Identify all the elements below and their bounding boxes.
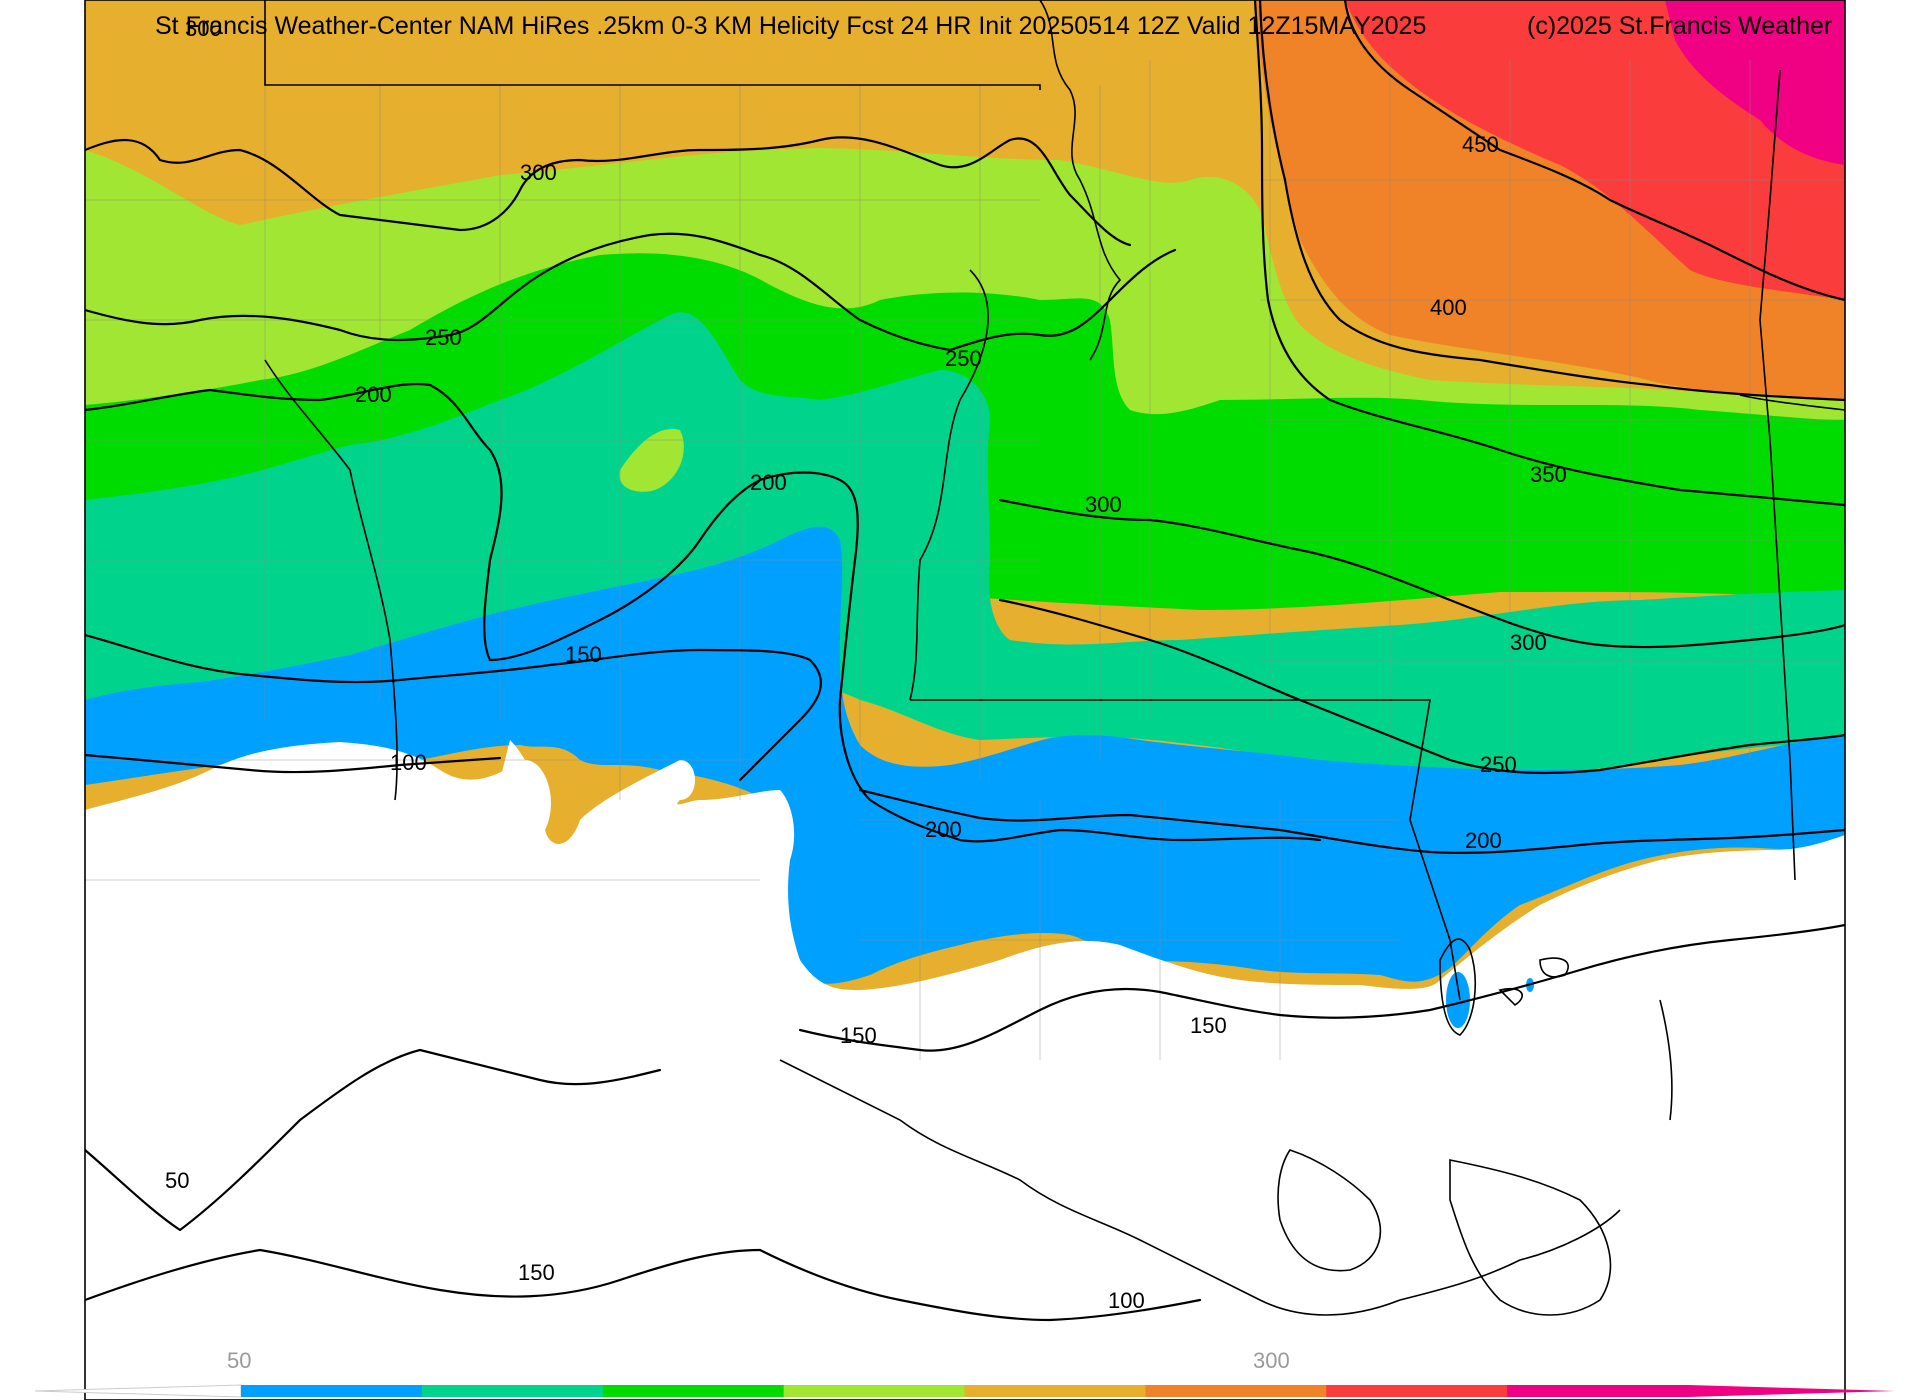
band-50 bbox=[85, 742, 1845, 1370]
contour-label: 200 bbox=[750, 470, 787, 495]
contour-label: 150 bbox=[565, 642, 602, 667]
contour-label: 250 bbox=[945, 346, 982, 371]
copyright-text: (c)2025 St.Francis Weather bbox=[1527, 12, 1832, 40]
colorbar-tick-label: 300 bbox=[1253, 1348, 1290, 1373]
contour-label: 50 bbox=[165, 1168, 189, 1193]
colorbar-segment bbox=[421, 1385, 604, 1397]
contour-label: 150 bbox=[518, 1260, 555, 1285]
colorbar-segment bbox=[1507, 1385, 1689, 1397]
contour-label: 300 bbox=[520, 160, 557, 185]
contour-label: 300 bbox=[1085, 492, 1122, 517]
state-borders bbox=[264, 0, 1845, 1001]
colorbar-segment bbox=[964, 1385, 1146, 1397]
colorbar-segment bbox=[602, 1385, 785, 1397]
contour-lines bbox=[85, 0, 1845, 1322]
bubble-light-green bbox=[619, 429, 684, 492]
contour-label: 200 bbox=[1465, 828, 1502, 853]
colorbar-segment bbox=[1326, 1385, 1508, 1397]
contour-label: 150 bbox=[1190, 1013, 1227, 1038]
colorbar-tick-label: 50 bbox=[227, 1348, 251, 1373]
contour-label: 250 bbox=[1480, 752, 1517, 777]
map-title: St Francis Weather-Center NAM HiRes .25k… bbox=[155, 12, 1426, 40]
lake-blue bbox=[1446, 972, 1470, 1028]
contour-label: 250 bbox=[425, 325, 462, 350]
colorbar-left-arrow bbox=[34, 1384, 242, 1398]
band-150 bbox=[85, 526, 1845, 984]
colorbar-segment bbox=[783, 1385, 965, 1397]
coastline bbox=[779, 938, 1673, 1316]
contour-label: 150 bbox=[840, 1023, 877, 1048]
contour-label: 200 bbox=[355, 382, 392, 407]
colorbar-segment bbox=[241, 1385, 423, 1397]
contour-label: 350 bbox=[1530, 462, 1567, 487]
contour-label: 100 bbox=[1108, 1288, 1145, 1313]
contour-label: 300 bbox=[185, 16, 222, 41]
county-lines bbox=[85, 60, 1845, 1060]
colorbar-segment bbox=[1145, 1385, 1327, 1397]
band-500 bbox=[1665, 0, 1845, 165]
colorbar: 50 300 bbox=[34, 1348, 1895, 1398]
contour-label: 300 bbox=[1510, 630, 1547, 655]
colorbar-right-arrow bbox=[1688, 1385, 1895, 1397]
filled-contours: 300 300 250 250 200 200 150 100 450 400 … bbox=[85, 0, 1845, 1370]
contour-label: 200 bbox=[925, 817, 962, 842]
contour-label: 450 bbox=[1462, 132, 1499, 157]
contour-labels: 300 300 250 250 200 200 150 100 450 400 … bbox=[165, 16, 1567, 1313]
contour-label: 400 bbox=[1430, 295, 1467, 320]
contour-label: 100 bbox=[390, 750, 427, 775]
map-frame bbox=[84, 0, 1846, 1400]
